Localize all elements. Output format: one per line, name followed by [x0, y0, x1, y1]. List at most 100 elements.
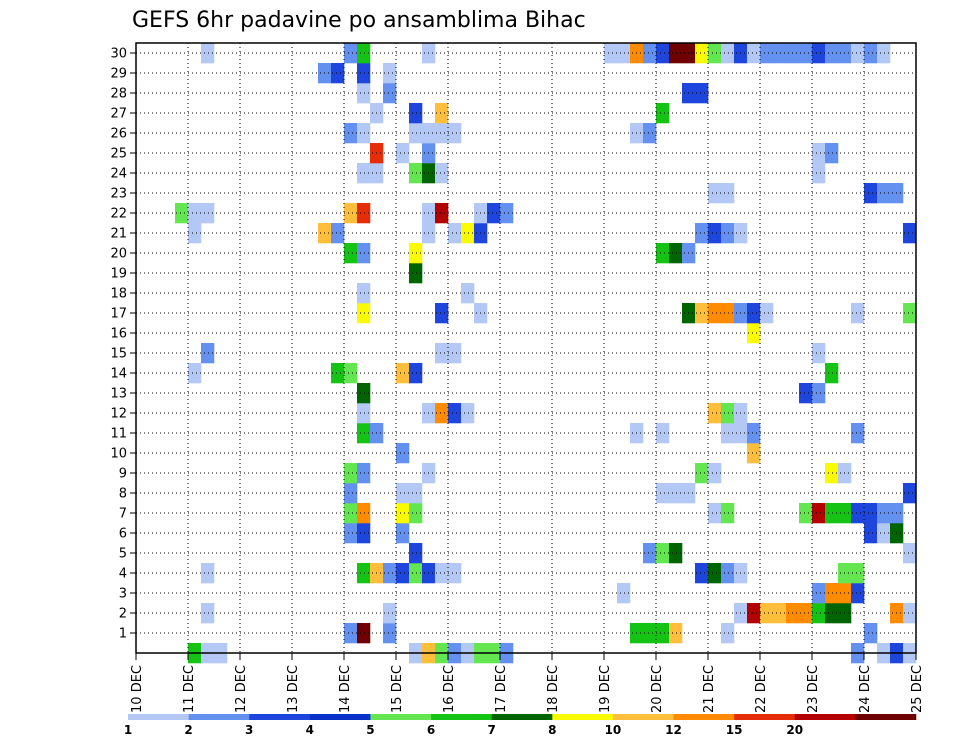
precip-cell — [864, 623, 878, 644]
precip-cell — [188, 203, 202, 224]
y-tick-label: 20 — [110, 247, 127, 262]
precip-cell — [669, 43, 683, 64]
precip-cell — [435, 303, 449, 324]
precip-cell — [357, 423, 371, 444]
precip-cell — [643, 623, 657, 644]
y-tick-label: 19 — [110, 267, 127, 282]
precip-cell — [773, 43, 787, 64]
precip-cell — [357, 203, 371, 224]
precip-cell — [760, 303, 774, 324]
legend-label: 2 — [184, 723, 192, 737]
precip-cell — [435, 163, 449, 184]
x-tick-label: 24 DEC — [858, 665, 873, 713]
legend-swatch — [855, 714, 917, 720]
precip-cell — [825, 363, 839, 384]
precip-cell — [344, 523, 358, 544]
precip-cell — [812, 143, 826, 164]
precip-cell — [825, 503, 839, 524]
precip-cell — [851, 303, 865, 324]
precip-cell — [357, 523, 371, 544]
precip-cell — [396, 143, 410, 164]
precip-cell — [357, 463, 371, 484]
y-tick-label: 8 — [119, 487, 127, 502]
precip-cell — [331, 63, 345, 84]
legend-label: 12 — [665, 723, 682, 737]
y-tick-label: 26 — [110, 127, 127, 142]
precip-cell — [903, 303, 917, 324]
precip-cell — [357, 383, 371, 404]
precip-cell — [188, 223, 202, 244]
x-axis: 10 DEC 11 DEC 12 DEC 13 DEC 14 DEC 15 DEC 16 D… — [130, 653, 925, 713]
precip-cell — [357, 243, 371, 264]
precip-cell — [357, 403, 371, 424]
y-tick-label: 21 — [110, 227, 127, 242]
precip-cell — [643, 543, 657, 564]
precip-cell — [708, 403, 722, 424]
precip-cell — [409, 483, 423, 504]
precip-cell — [669, 483, 683, 504]
precip-cell — [487, 203, 501, 224]
precip-cell — [201, 203, 215, 224]
precip-cell — [669, 623, 683, 644]
precip-cell — [604, 43, 618, 64]
precip-cell — [448, 563, 462, 584]
legend-label: 20 — [786, 723, 803, 737]
precip-cell — [344, 363, 358, 384]
precip-cell — [695, 83, 709, 104]
x-tick-label: 13 DEC — [286, 665, 301, 713]
precip-cell — [396, 503, 410, 524]
y-tick-label: 10 — [110, 447, 127, 462]
legend-swatch — [673, 714, 735, 720]
precip-cell — [695, 463, 709, 484]
precip-cell — [825, 143, 839, 164]
precip-cell — [175, 203, 189, 224]
precip-cell — [344, 123, 358, 144]
precip-cell — [396, 563, 410, 584]
precip-cell — [344, 503, 358, 524]
precip-cell — [812, 503, 826, 524]
precip-cell — [201, 563, 215, 584]
y-tick-label: 25 — [110, 147, 127, 162]
precip-cell — [409, 363, 423, 384]
precip-cell — [721, 403, 735, 424]
precip-cell — [396, 443, 410, 464]
precip-cell — [383, 563, 397, 584]
precip-cell — [864, 523, 878, 544]
precip-cell — [357, 303, 371, 324]
precip-cell — [409, 103, 423, 124]
precip-cell — [669, 543, 683, 564]
precip-cell — [409, 503, 423, 524]
plot-frame — [135, 42, 917, 654]
precip-cell — [708, 303, 722, 324]
precip-cell — [747, 603, 761, 624]
precip-cell — [383, 83, 397, 104]
grid-lines — [136, 43, 916, 653]
legend-label: 3 — [245, 723, 253, 737]
precip-cell — [435, 203, 449, 224]
precip-cell — [383, 63, 397, 84]
precip-cell — [799, 43, 813, 64]
precip-cell — [825, 583, 839, 604]
precip-cell — [721, 563, 735, 584]
legend-swatch — [734, 714, 796, 720]
precip-cell — [799, 603, 813, 624]
legend-label: 10 — [605, 723, 622, 737]
y-tick-label: 2 — [119, 607, 127, 622]
precip-cell — [357, 163, 371, 184]
y-tick-label: 29 — [110, 67, 127, 82]
legend-swatch — [309, 714, 371, 720]
precip-cell — [409, 163, 423, 184]
x-tick-label: 15 DEC — [390, 665, 405, 713]
precip-cell — [747, 423, 761, 444]
legend-label: 6 — [427, 723, 435, 737]
legend-swatch — [431, 714, 492, 720]
precip-cell — [344, 203, 358, 224]
legend-label: 7 — [488, 723, 496, 737]
precip-cell — [799, 383, 813, 404]
precip-cell — [461, 223, 475, 244]
precip-cell — [656, 43, 670, 64]
precip-cell — [877, 503, 891, 524]
precip-cell — [760, 43, 774, 64]
precip-cell — [695, 563, 709, 584]
